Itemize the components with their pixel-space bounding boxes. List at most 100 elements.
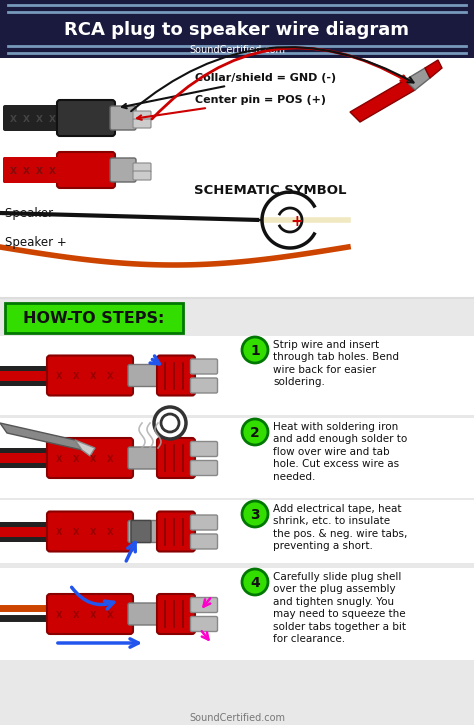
FancyBboxPatch shape: [110, 158, 136, 182]
FancyBboxPatch shape: [128, 365, 162, 386]
Text: X: X: [107, 455, 113, 463]
FancyBboxPatch shape: [0, 365, 95, 386]
Text: X: X: [56, 528, 62, 537]
FancyBboxPatch shape: [133, 119, 151, 128]
Text: X: X: [22, 115, 29, 123]
Circle shape: [242, 337, 268, 363]
Circle shape: [242, 569, 268, 595]
FancyBboxPatch shape: [0, 298, 474, 725]
FancyBboxPatch shape: [191, 378, 218, 393]
FancyBboxPatch shape: [157, 355, 195, 396]
Circle shape: [161, 414, 179, 432]
FancyBboxPatch shape: [0, 58, 474, 298]
FancyBboxPatch shape: [0, 568, 474, 660]
Text: SoundCertified.com: SoundCertified.com: [189, 45, 285, 55]
FancyBboxPatch shape: [3, 105, 67, 131]
FancyBboxPatch shape: [128, 447, 162, 469]
Text: X: X: [9, 167, 17, 175]
Text: X: X: [22, 167, 29, 175]
FancyBboxPatch shape: [191, 359, 218, 374]
FancyBboxPatch shape: [47, 512, 133, 552]
FancyBboxPatch shape: [157, 512, 195, 552]
FancyBboxPatch shape: [47, 438, 133, 478]
Text: Heat with soldering iron
and add enough solder to
flow over wire and tab
hole. C: Heat with soldering iron and add enough …: [273, 422, 407, 481]
FancyBboxPatch shape: [130, 609, 170, 619]
Circle shape: [242, 419, 268, 445]
Text: X: X: [107, 372, 113, 381]
Polygon shape: [350, 80, 415, 122]
FancyBboxPatch shape: [47, 594, 133, 634]
FancyBboxPatch shape: [191, 597, 218, 613]
Text: X: X: [48, 115, 55, 123]
Text: −: −: [247, 212, 263, 230]
FancyBboxPatch shape: [130, 370, 170, 381]
Text: X: X: [107, 610, 113, 619]
Text: X: X: [90, 610, 96, 619]
Text: X: X: [107, 528, 113, 537]
FancyBboxPatch shape: [191, 515, 218, 530]
Text: Speaker +: Speaker +: [5, 236, 67, 249]
FancyBboxPatch shape: [0, 453, 100, 463]
FancyBboxPatch shape: [130, 453, 170, 463]
Text: SoundCertified.com: SoundCertified.com: [189, 713, 285, 723]
FancyBboxPatch shape: [131, 521, 151, 542]
FancyBboxPatch shape: [191, 460, 218, 476]
FancyBboxPatch shape: [110, 106, 136, 130]
FancyBboxPatch shape: [0, 336, 474, 415]
FancyBboxPatch shape: [47, 355, 133, 396]
FancyBboxPatch shape: [191, 442, 218, 457]
Text: X: X: [56, 455, 62, 463]
Text: X: X: [73, 455, 79, 463]
Text: X: X: [56, 372, 62, 381]
FancyBboxPatch shape: [133, 163, 151, 172]
Text: +: +: [291, 213, 303, 228]
FancyBboxPatch shape: [0, 448, 95, 468]
FancyBboxPatch shape: [0, 521, 95, 542]
FancyBboxPatch shape: [133, 171, 151, 180]
Polygon shape: [75, 440, 95, 456]
Text: Add electrical tape, heat
shrink, etc. to insulate
the pos. & neg. wire tabs,
pr: Add electrical tape, heat shrink, etc. t…: [273, 504, 407, 551]
FancyBboxPatch shape: [5, 303, 183, 333]
Text: RCA plug to speaker wire diagram: RCA plug to speaker wire diagram: [64, 21, 410, 39]
Text: SCHEMATIC SYMBOL: SCHEMATIC SYMBOL: [194, 183, 346, 196]
FancyBboxPatch shape: [133, 111, 151, 120]
Polygon shape: [425, 60, 442, 78]
FancyBboxPatch shape: [57, 100, 115, 136]
Text: Speaker -: Speaker -: [5, 207, 61, 220]
Text: 1: 1: [250, 344, 260, 358]
Text: Collar/shield = GND (-): Collar/shield = GND (-): [122, 73, 336, 108]
FancyBboxPatch shape: [128, 603, 162, 625]
Text: Center pin = POS (+): Center pin = POS (+): [137, 95, 326, 120]
Text: X: X: [36, 115, 43, 123]
FancyBboxPatch shape: [191, 616, 218, 631]
Text: X: X: [48, 167, 55, 175]
Text: X: X: [56, 610, 62, 619]
Text: Strip wire and insert
through tab holes. Bend
wire back for easier
soldering.: Strip wire and insert through tab holes.…: [273, 340, 399, 387]
FancyBboxPatch shape: [57, 152, 115, 188]
FancyBboxPatch shape: [157, 594, 195, 634]
Text: 4: 4: [250, 576, 260, 590]
Polygon shape: [405, 68, 430, 90]
Text: X: X: [22, 167, 29, 175]
Text: X: X: [36, 167, 43, 175]
Circle shape: [154, 407, 186, 439]
Polygon shape: [0, 423, 82, 450]
FancyBboxPatch shape: [157, 438, 195, 478]
Text: HOW-TO STEPS:: HOW-TO STEPS:: [23, 310, 164, 326]
Text: X: X: [73, 610, 79, 619]
FancyBboxPatch shape: [0, 418, 474, 498]
FancyBboxPatch shape: [128, 521, 162, 542]
Text: X: X: [48, 167, 55, 175]
Text: X: X: [73, 528, 79, 537]
Text: X: X: [90, 455, 96, 463]
Text: X: X: [90, 528, 96, 537]
FancyBboxPatch shape: [130, 526, 170, 536]
Text: X: X: [73, 372, 79, 381]
Text: X: X: [9, 115, 17, 123]
FancyBboxPatch shape: [191, 534, 218, 549]
Text: 2: 2: [250, 426, 260, 440]
Text: 3: 3: [250, 508, 260, 522]
Circle shape: [242, 501, 268, 527]
FancyBboxPatch shape: [0, 0, 474, 58]
Text: X: X: [90, 372, 96, 381]
